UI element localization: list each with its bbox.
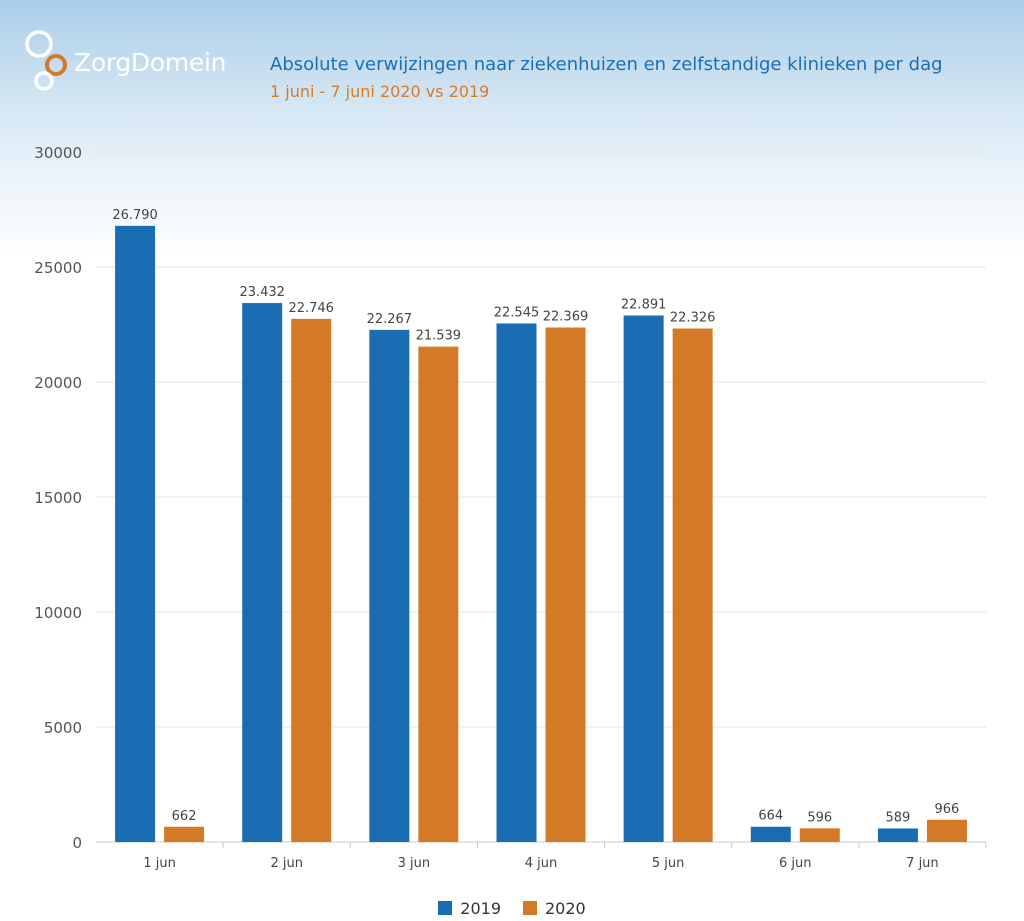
bar-2020-7-jun (926, 819, 967, 842)
legend-item-2019: 2019 (438, 898, 501, 918)
bar-2020-2-jun (291, 318, 332, 842)
x-tick-label: 7 jun (906, 856, 939, 871)
bar-2020-5-jun (672, 328, 713, 842)
data-label: 22.545 (494, 305, 540, 320)
y-tick-label: 30000 (34, 144, 82, 162)
bar-2020-6-jun (799, 828, 840, 842)
legend-label: 2020 (545, 898, 586, 918)
bar-2019-1-jun (115, 225, 156, 842)
y-tick-label: 15000 (34, 489, 82, 507)
data-label: 22.326 (670, 311, 716, 326)
x-tick-label: 5 jun (652, 856, 685, 871)
legend-label: 2019 (460, 898, 501, 918)
bar-2020-3-jun (418, 346, 459, 842)
bar-2019-5-jun (623, 315, 664, 843)
data-label: 966 (935, 802, 960, 817)
y-tick-label: 5000 (44, 719, 82, 737)
data-label: 22.746 (288, 301, 334, 316)
bar-2019-3-jun (369, 329, 410, 842)
data-label: 26.790 (112, 208, 158, 223)
logo-text: ZorgDomein (74, 48, 227, 77)
data-label: 664 (758, 809, 783, 824)
y-tick-label: 10000 (34, 604, 82, 622)
legend-swatch (438, 901, 453, 915)
data-label: 22.891 (621, 298, 667, 313)
x-tick-label: 3 jun (398, 856, 431, 871)
zorgdomein-logo: ZorgDomein (24, 28, 244, 92)
bar-2019-2-jun (242, 303, 283, 843)
data-label: 589 (886, 810, 911, 825)
x-tick-label: 2 jun (270, 856, 303, 871)
bar-2019-4-jun (496, 323, 537, 843)
y-tick-label: 20000 (34, 374, 82, 392)
chart-legend: 2019 2020 (0, 898, 1024, 918)
data-label: 21.539 (416, 329, 462, 344)
data-label: 662 (172, 809, 197, 824)
x-tick-label: 4 jun (525, 856, 558, 871)
y-tick-label: 25000 (34, 259, 82, 277)
bar-2019-6-jun (750, 826, 791, 842)
logo-circles-icon (25, 30, 67, 91)
data-label: 596 (807, 810, 832, 825)
chart-subtitle: 1 juni - 7 juni 2020 vs 2019 (270, 82, 490, 101)
data-label: 22.267 (367, 312, 413, 327)
bar-2020-1-jun (164, 826, 205, 842)
bar-2019-7-jun (877, 828, 918, 842)
data-label: 22.369 (543, 310, 589, 325)
x-tick-label: 6 jun (779, 856, 812, 871)
bar-2020-4-jun (545, 327, 586, 842)
legend-item-2020: 2020 (523, 898, 586, 918)
x-tick-label: 1 jun (143, 856, 176, 871)
y-tick-label: 0 (72, 834, 82, 852)
data-label: 23.432 (239, 285, 285, 300)
chart-title: Absolute verwijzingen naar ziekenhuizen … (270, 54, 943, 75)
legend-swatch (523, 901, 537, 915)
